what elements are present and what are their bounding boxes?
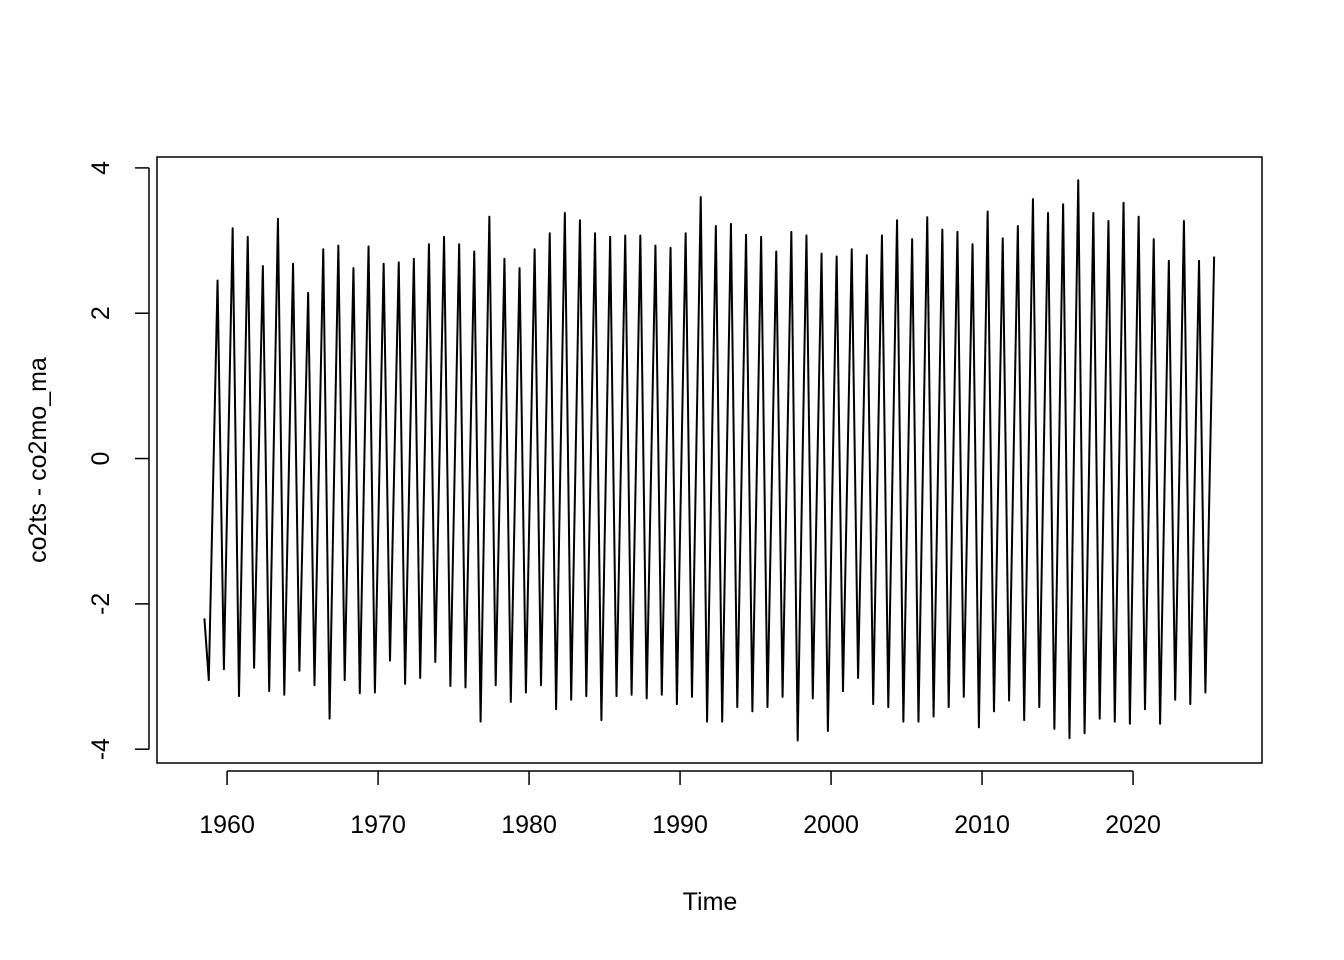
- y-tick-label: 0: [87, 452, 115, 466]
- plot-frame: [156, 156, 1263, 764]
- y-tick-label: 4: [87, 161, 115, 175]
- x-tick-label: 1980: [501, 811, 557, 839]
- x-tick-label: 2000: [803, 811, 859, 839]
- x-axis-label: Time: [683, 888, 738, 916]
- x-tick-label: 2020: [1105, 811, 1161, 839]
- y-tick-label: -4: [87, 738, 115, 760]
- y-axis-label: co2ts - co2mo_ma: [24, 357, 52, 563]
- x-tick-label: 1990: [652, 811, 708, 839]
- x-tick-label: 1960: [199, 811, 255, 839]
- x-tick-label: 2010: [954, 811, 1010, 839]
- y-tick-label: 2: [87, 306, 115, 320]
- x-tick-label: 1970: [350, 811, 406, 839]
- series-line: [203, 179, 1216, 742]
- y-tick-label: -2: [87, 593, 115, 615]
